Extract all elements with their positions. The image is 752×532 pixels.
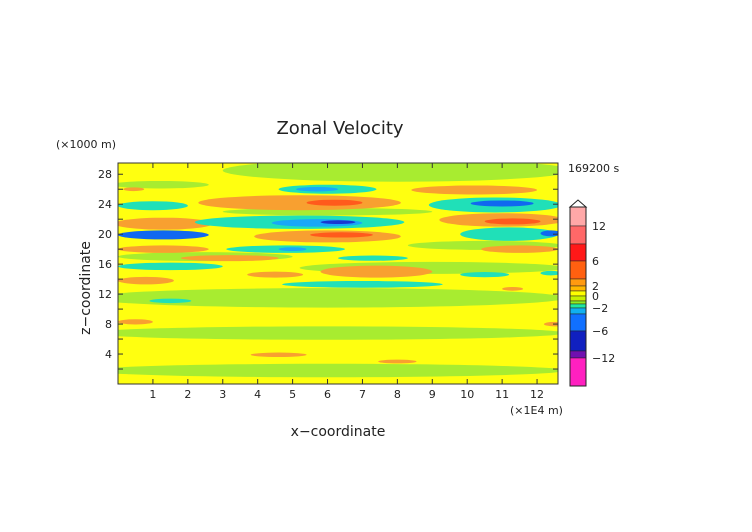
contour-region — [481, 245, 558, 253]
colorbar-label: 0 — [592, 290, 599, 303]
colorbar-label: −12 — [592, 352, 615, 365]
chart-title: Zonal Velocity — [276, 118, 403, 139]
x-tick-label: 5 — [289, 388, 296, 401]
contour-region — [306, 199, 363, 206]
colorbar-segment — [569, 243, 587, 262]
colorbar-segment — [569, 290, 587, 297]
contour-region — [118, 201, 188, 211]
x-units-label: (×1E4 m) — [510, 404, 563, 417]
colorbar-label: −6 — [592, 325, 608, 338]
contour-region — [278, 247, 307, 252]
contour-region — [484, 218, 541, 225]
contour-region — [320, 220, 356, 225]
contour-region — [460, 272, 510, 278]
contour-region — [411, 185, 538, 195]
colorbar-segment — [569, 295, 587, 302]
contour-region — [544, 321, 558, 327]
colorbar-label: 12 — [592, 220, 606, 233]
contour-region — [118, 230, 209, 240]
x-tick-label: 12 — [530, 388, 544, 401]
x-tick-label: 2 — [184, 388, 191, 401]
x-tick-label: 6 — [324, 388, 331, 401]
contour-region — [320, 265, 433, 278]
contour-region — [222, 163, 558, 182]
x-tick-label: 3 — [219, 388, 226, 401]
contour-region — [540, 270, 558, 276]
y-tick-label: 20 — [98, 228, 112, 241]
y-tick-label: 28 — [98, 168, 112, 181]
contour-region — [250, 352, 307, 358]
contour-field — [118, 163, 558, 384]
colorbar: 12 6 20−2 −6 −12 — [568, 199, 615, 387]
colorbar-label: 2 — [592, 280, 599, 293]
contour-region — [118, 288, 558, 308]
contour-region — [198, 195, 401, 211]
colorbar-segment — [569, 330, 587, 352]
colorbar-segment — [569, 278, 587, 287]
contour-region — [378, 359, 417, 364]
colorbar-segment — [569, 307, 587, 315]
colorbar-segment — [569, 206, 587, 227]
contour-region — [149, 298, 192, 304]
contour-region — [123, 187, 145, 192]
y-tick-label: 8 — [105, 318, 112, 331]
contour-region — [180, 255, 279, 262]
contour-region — [460, 227, 558, 241]
colorbar-label: −2 — [592, 302, 608, 315]
colorbar-segment — [569, 350, 587, 359]
colorbar-segment — [569, 285, 587, 292]
colorbar-arrow — [568, 199, 588, 208]
time-label: 169200 s — [568, 162, 619, 175]
contour-region — [118, 180, 209, 189]
contour-region — [118, 326, 558, 340]
contour-region — [247, 271, 304, 278]
contour-region — [502, 286, 524, 291]
x-tick-label: 4 — [254, 388, 261, 401]
contour-region — [118, 262, 223, 271]
y-tick-label: 16 — [98, 258, 112, 271]
x-tick-label: 7 — [359, 388, 366, 401]
contour-region — [540, 230, 558, 237]
contour-region — [118, 319, 153, 325]
colorbar-segment — [569, 357, 587, 387]
contour-region — [282, 280, 443, 288]
y-tick-label: 4 — [105, 348, 112, 361]
contour-region — [118, 217, 213, 230]
colorbar-segment — [569, 313, 587, 332]
contour-region — [118, 363, 558, 378]
x-tick-label: 9 — [429, 388, 436, 401]
colorbar-frame — [569, 206, 587, 387]
colorbar-segment — [569, 303, 587, 309]
y-axis-label: z−coordinate — [78, 241, 94, 335]
y-units-label: (×1000 m) — [56, 138, 116, 151]
colorbar-segment — [569, 300, 587, 305]
colorbar-segment — [569, 225, 587, 245]
contour-region — [310, 232, 373, 238]
contour-region — [118, 276, 174, 285]
x-axis-label: x−coordinate — [291, 424, 386, 440]
x-tick-label: 1 — [149, 388, 156, 401]
contour-region — [118, 245, 209, 253]
x-tick-label: 8 — [394, 388, 401, 401]
colorbar-label: 6 — [592, 255, 599, 268]
y-tick-label: 12 — [98, 288, 112, 301]
colorbar-segment — [569, 260, 587, 280]
contour-region — [338, 255, 408, 261]
plot-frame — [117, 162, 559, 385]
contour-region — [296, 186, 338, 192]
contour-region — [470, 200, 534, 207]
x-tick-label: 11 — [495, 388, 509, 401]
y-tick-label: 24 — [98, 198, 112, 211]
x-tick-label: 10 — [460, 388, 474, 401]
